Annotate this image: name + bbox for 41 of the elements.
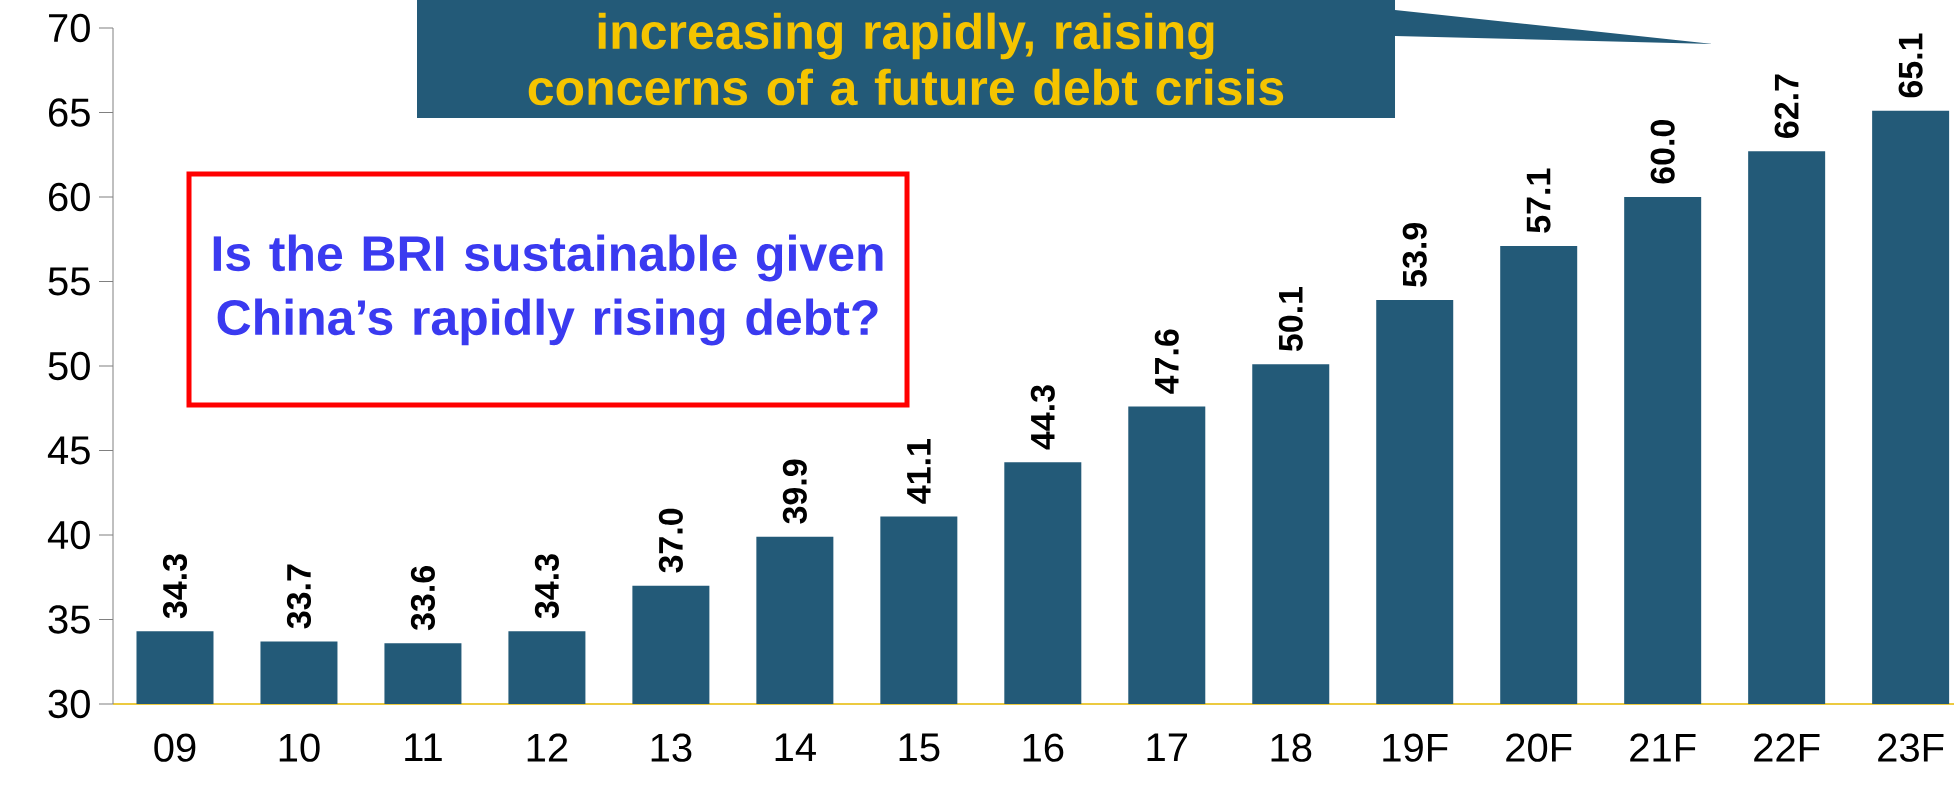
y-tick-label: 45 <box>47 436 90 465</box>
x-tick-label: 18 <box>1271 733 1312 762</box>
y-tick-label: 50 <box>48 351 90 381</box>
x-tick-label: 23F <box>1878 733 1944 762</box>
x-tick-label: 13 <box>651 733 692 762</box>
data-label: 39.9 <box>782 459 807 524</box>
data-label: 34.3 <box>162 554 188 619</box>
data-label: 65.1 <box>1898 33 1923 98</box>
x-tick-label: 17 <box>1147 733 1188 762</box>
y-tick-label: 65 <box>49 98 90 127</box>
annotation: increasing rapidly, raising concerns of a future debt crisis <box>528 12 1284 106</box>
annotation: Is the BRI sustainable given China’s rapidly rising debt? <box>213 234 883 346</box>
data-label: 37.0 <box>658 508 683 573</box>
data-label: 62.7 <box>1774 74 1799 138</box>
x-tick-label: 20F <box>1506 733 1572 762</box>
y-tick-label: 35 <box>48 605 90 634</box>
data-label: 60.0 <box>1650 120 1675 184</box>
x-tick-label: 22F <box>1754 733 1820 762</box>
x-tick-label: 21F <box>1630 733 1696 762</box>
data-label: 44.3 <box>1030 385 1055 450</box>
x-tick-label: 15 <box>899 733 940 762</box>
data-label: 34.3 <box>534 554 559 619</box>
data-label: 47.6 <box>1154 329 1179 394</box>
data-label: 53.9 <box>1402 222 1427 287</box>
x-tick-label: 19F <box>1383 733 1448 762</box>
x-tick-label: 12 <box>527 733 568 762</box>
y-tick-label: 60 <box>49 182 90 212</box>
data-label: 50.1 <box>1278 286 1303 352</box>
x-tick-label: 14 <box>775 733 816 762</box>
x-tick-label: 10 <box>279 733 320 762</box>
x-tick-label: 11 <box>405 733 442 762</box>
y-tick-label: 55 <box>48 267 90 296</box>
y-tick-label: 70 <box>49 13 90 43</box>
data-label: 41.1 <box>907 438 931 504</box>
data-label: 57.1 <box>1526 168 1551 233</box>
x-tick-label: 09 <box>154 733 196 762</box>
y-tick-label: 40 <box>47 520 90 550</box>
y-tick-label: 30 <box>48 689 90 719</box>
data-label: 33.7 <box>286 564 312 629</box>
x-tick-label: 16 <box>1023 733 1064 762</box>
data-label: 33.6 <box>410 566 435 631</box>
